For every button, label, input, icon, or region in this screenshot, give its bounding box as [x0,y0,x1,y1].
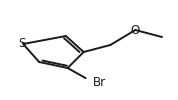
Text: S: S [19,38,26,50]
Text: O: O [131,24,140,36]
Text: Br: Br [93,76,106,88]
